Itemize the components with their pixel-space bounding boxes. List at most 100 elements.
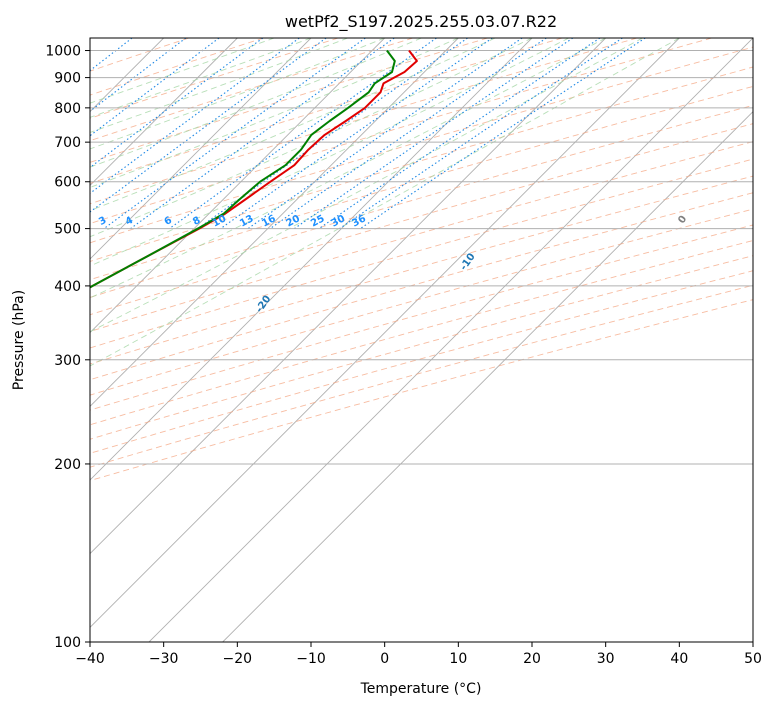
mixing-ratio-line [130, 38, 395, 230]
x-axis-label: Temperature (°C) [360, 681, 482, 697]
dry-adiabat-line [90, 38, 563, 184]
mixing-ratio-label: 6 [163, 215, 174, 228]
mixing-ratio-label: 13 [238, 213, 255, 229]
plot-frame [89, 37, 754, 643]
mixing-ratio-label: 36 [350, 213, 367, 229]
dry-adiabat-line [90, 38, 638, 205]
dry-adiabat-line [90, 104, 753, 298]
x-tick-label: −20 [223, 651, 253, 667]
moist-adiabat-line [90, 38, 570, 267]
moist-adiabat-line [90, 38, 606, 299]
isotherm-line [90, 38, 459, 407]
x-tick-label: 30 [597, 651, 615, 667]
moist-adiabat-line [90, 38, 496, 212]
mixing-ratio-label: 4 [124, 215, 135, 228]
x-tick-label: −40 [75, 651, 105, 667]
moist-adiabat-line [90, 38, 348, 133]
y-tick-label: 200 [54, 457, 81, 473]
mixing-ratio-line [90, 38, 327, 213]
x-tick-label: −10 [296, 651, 326, 667]
mixing-ratio-line [247, 38, 523, 230]
mixing-ratio-line [90, 38, 300, 195]
x-axis-ticks: −40 −30 −20 −10 0 10 20 30 40 50 [75, 642, 762, 667]
isotherm-line [90, 38, 312, 260]
y-tick-label: 900 [54, 71, 81, 87]
isotherm-line [90, 38, 680, 628]
mixing-ratio-line [339, 38, 623, 230]
dry-adiabat-line [90, 66, 753, 262]
moist-adiabat-line [90, 38, 680, 367]
mixing-ratio-line [169, 38, 437, 230]
mixing-ratio-line [103, 38, 366, 230]
dry-adiabat-line [90, 38, 339, 119]
dry-adiabat-line [90, 38, 712, 225]
x-tick-label: 0 [380, 651, 389, 667]
mixing-ratio-label: 1 [2, 215, 13, 228]
y-tick-label: 700 [54, 135, 81, 151]
mixing-ratio-line [90, 38, 187, 112]
mixing-ratio-line [269, 38, 547, 230]
x-tick-label: 10 [449, 651, 467, 667]
dry-adiabat-line [90, 38, 488, 163]
dry-adiabat-line [90, 284, 753, 468]
moist-adiabat-line [90, 38, 275, 104]
temperature-line [90, 49, 418, 289]
dry-adiabat-line [90, 38, 264, 96]
y-axis-ticks: 100 200 300 400 500 600 700 800 900 1000 [45, 44, 90, 651]
isotherm-line [148, 38, 753, 642]
dewpoint-line [90, 49, 396, 289]
dry-adiabat-line [90, 123, 753, 316]
y-tick-label: 400 [54, 279, 81, 295]
dry-adiabat-line [90, 141, 753, 332]
dry-adiabat-label: 0 [676, 214, 689, 226]
mixing-ratio-line [294, 38, 574, 230]
y-tick-label: 100 [54, 635, 81, 651]
moist-adiabat-line [90, 38, 459, 189]
plot-area: -100-90-80-70-60-50-40-30-20-10010203040… [0, 38, 753, 642]
moist-adiabat-line [90, 38, 422, 168]
isotherm-line [90, 38, 533, 481]
y-tick-label: 300 [54, 353, 81, 369]
mixing-ratio-line [197, 38, 468, 230]
moist-adiabat-line [90, 38, 312, 118]
dry-adiabat-line [90, 38, 414, 142]
isotherm-line [90, 38, 385, 334]
y-tick-label: 800 [54, 101, 81, 117]
mixing-ratio-label: 30 [330, 213, 347, 229]
x-tick-label: 50 [744, 651, 762, 667]
chart-title: wetPf2_S197.2025.255.03.07.R22 [285, 12, 557, 32]
isotherm-line [90, 38, 238, 186]
mixing-ratio-label: 16 [260, 213, 277, 229]
isotherm-line [222, 111, 753, 642]
mixing-ratio-line [90, 38, 220, 137]
pressure-grid [90, 50, 753, 642]
sounding-profiles [90, 49, 418, 289]
isotherm-line [90, 38, 606, 555]
mixing-ratio-label: 25 [309, 213, 326, 229]
y-tick-label: 600 [54, 175, 81, 191]
mixing-ratio-line [0, 38, 82, 229]
moist-adiabat-line [90, 38, 643, 333]
mixing-ratio-line [220, 38, 493, 230]
dry-adiabat-lines [90, 38, 753, 482]
moist-adiabat-lines [90, 38, 680, 367]
dry-adiabat-label: -20 [254, 294, 273, 315]
y-tick-label: 1000 [45, 44, 81, 60]
isotherm-grid [90, 38, 753, 642]
dry-adiabat-label: -10 [458, 251, 477, 272]
moist-adiabat-line [90, 38, 385, 150]
mixing-ratio-lines [0, 38, 646, 230]
dry-adiabat-line [90, 85, 753, 281]
mixing-ratio-label: 10 [211, 213, 228, 229]
y-tick-label: 500 [54, 222, 81, 238]
y-axis-label: Pressure (hPa) [11, 290, 27, 390]
dry-adiabat-line [90, 240, 753, 426]
mixing-ratio-label: 3 [97, 215, 108, 228]
mixing-ratio-line [90, 38, 264, 169]
mixing-ratio-label: 1.5 [31, 212, 52, 230]
dry-adiabat-line [90, 270, 753, 454]
dry-adiabat-line [90, 38, 189, 72]
x-tick-label: −30 [149, 651, 179, 667]
